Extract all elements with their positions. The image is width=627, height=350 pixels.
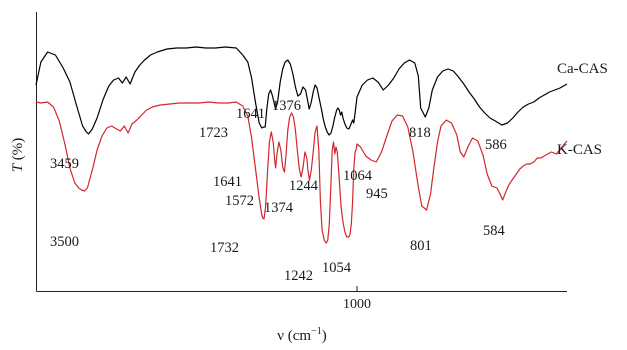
x-axis-label-end: )	[322, 328, 327, 344]
y-axis-label-italic: T	[10, 162, 26, 172]
peak-label-k-cas-1732: 1732	[210, 240, 239, 256]
x-axis-label-main: ν (cm	[277, 328, 311, 344]
series-label-ca-cas: Ca-CAS	[557, 61, 608, 77]
series-label-k-cas: K-CAS	[557, 142, 602, 158]
peak-label-ca-cas-1641: 1641	[236, 106, 265, 122]
peak-label-k-cas-1641: 1641	[213, 174, 242, 190]
peak-label-k-cas-584: 584	[483, 223, 506, 239]
peak-label-k-cas-1054: 1054	[322, 260, 352, 276]
peak-label-ca-cas-818: 818	[409, 125, 431, 141]
x-ticks: 1000	[343, 286, 371, 312]
series-line-ca-cas	[35, 46, 568, 136]
x-axis-label-sup: −1	[311, 326, 322, 337]
series-line-k-cas	[35, 101, 568, 244]
peak-label-k-cas-945: 945	[366, 186, 388, 202]
series-group	[35, 46, 568, 244]
y-axis-label-rest: (%)	[10, 138, 26, 164]
peak-label-ca-cas-1723: 1723	[199, 125, 228, 141]
peak-label-ca-cas-586: 586	[485, 137, 507, 153]
peak-label-k-cas-801: 801	[410, 238, 432, 254]
peak-label-ca-cas-3459: 3459	[50, 156, 79, 172]
series-labels: Ca-CAS K-CAS	[557, 61, 608, 158]
x-tick-label-0: 1000	[343, 297, 371, 312]
x-axis-label: ν (cm−1)	[277, 326, 327, 344]
peak-label-k-cas-3500: 3500	[50, 234, 79, 250]
peak-annotations: 3459 1723 1641 1376 1064 818 586 3500 1641 1572 13…	[50, 98, 507, 284]
peak-label-k-cas-1242: 1242	[284, 268, 313, 284]
y-axis-label: T (%)	[10, 138, 26, 173]
peak-label-ca-cas-1376: 1376	[272, 98, 301, 114]
peak-label-k-cas-1374: 1374	[264, 200, 294, 216]
peak-label-k-cas-1572: 1572	[225, 193, 254, 209]
axes	[36, 12, 567, 292]
peak-label-ca-cas-1064: 1064	[343, 168, 373, 184]
peak-label-k-cas-1244: 1244	[289, 178, 319, 194]
